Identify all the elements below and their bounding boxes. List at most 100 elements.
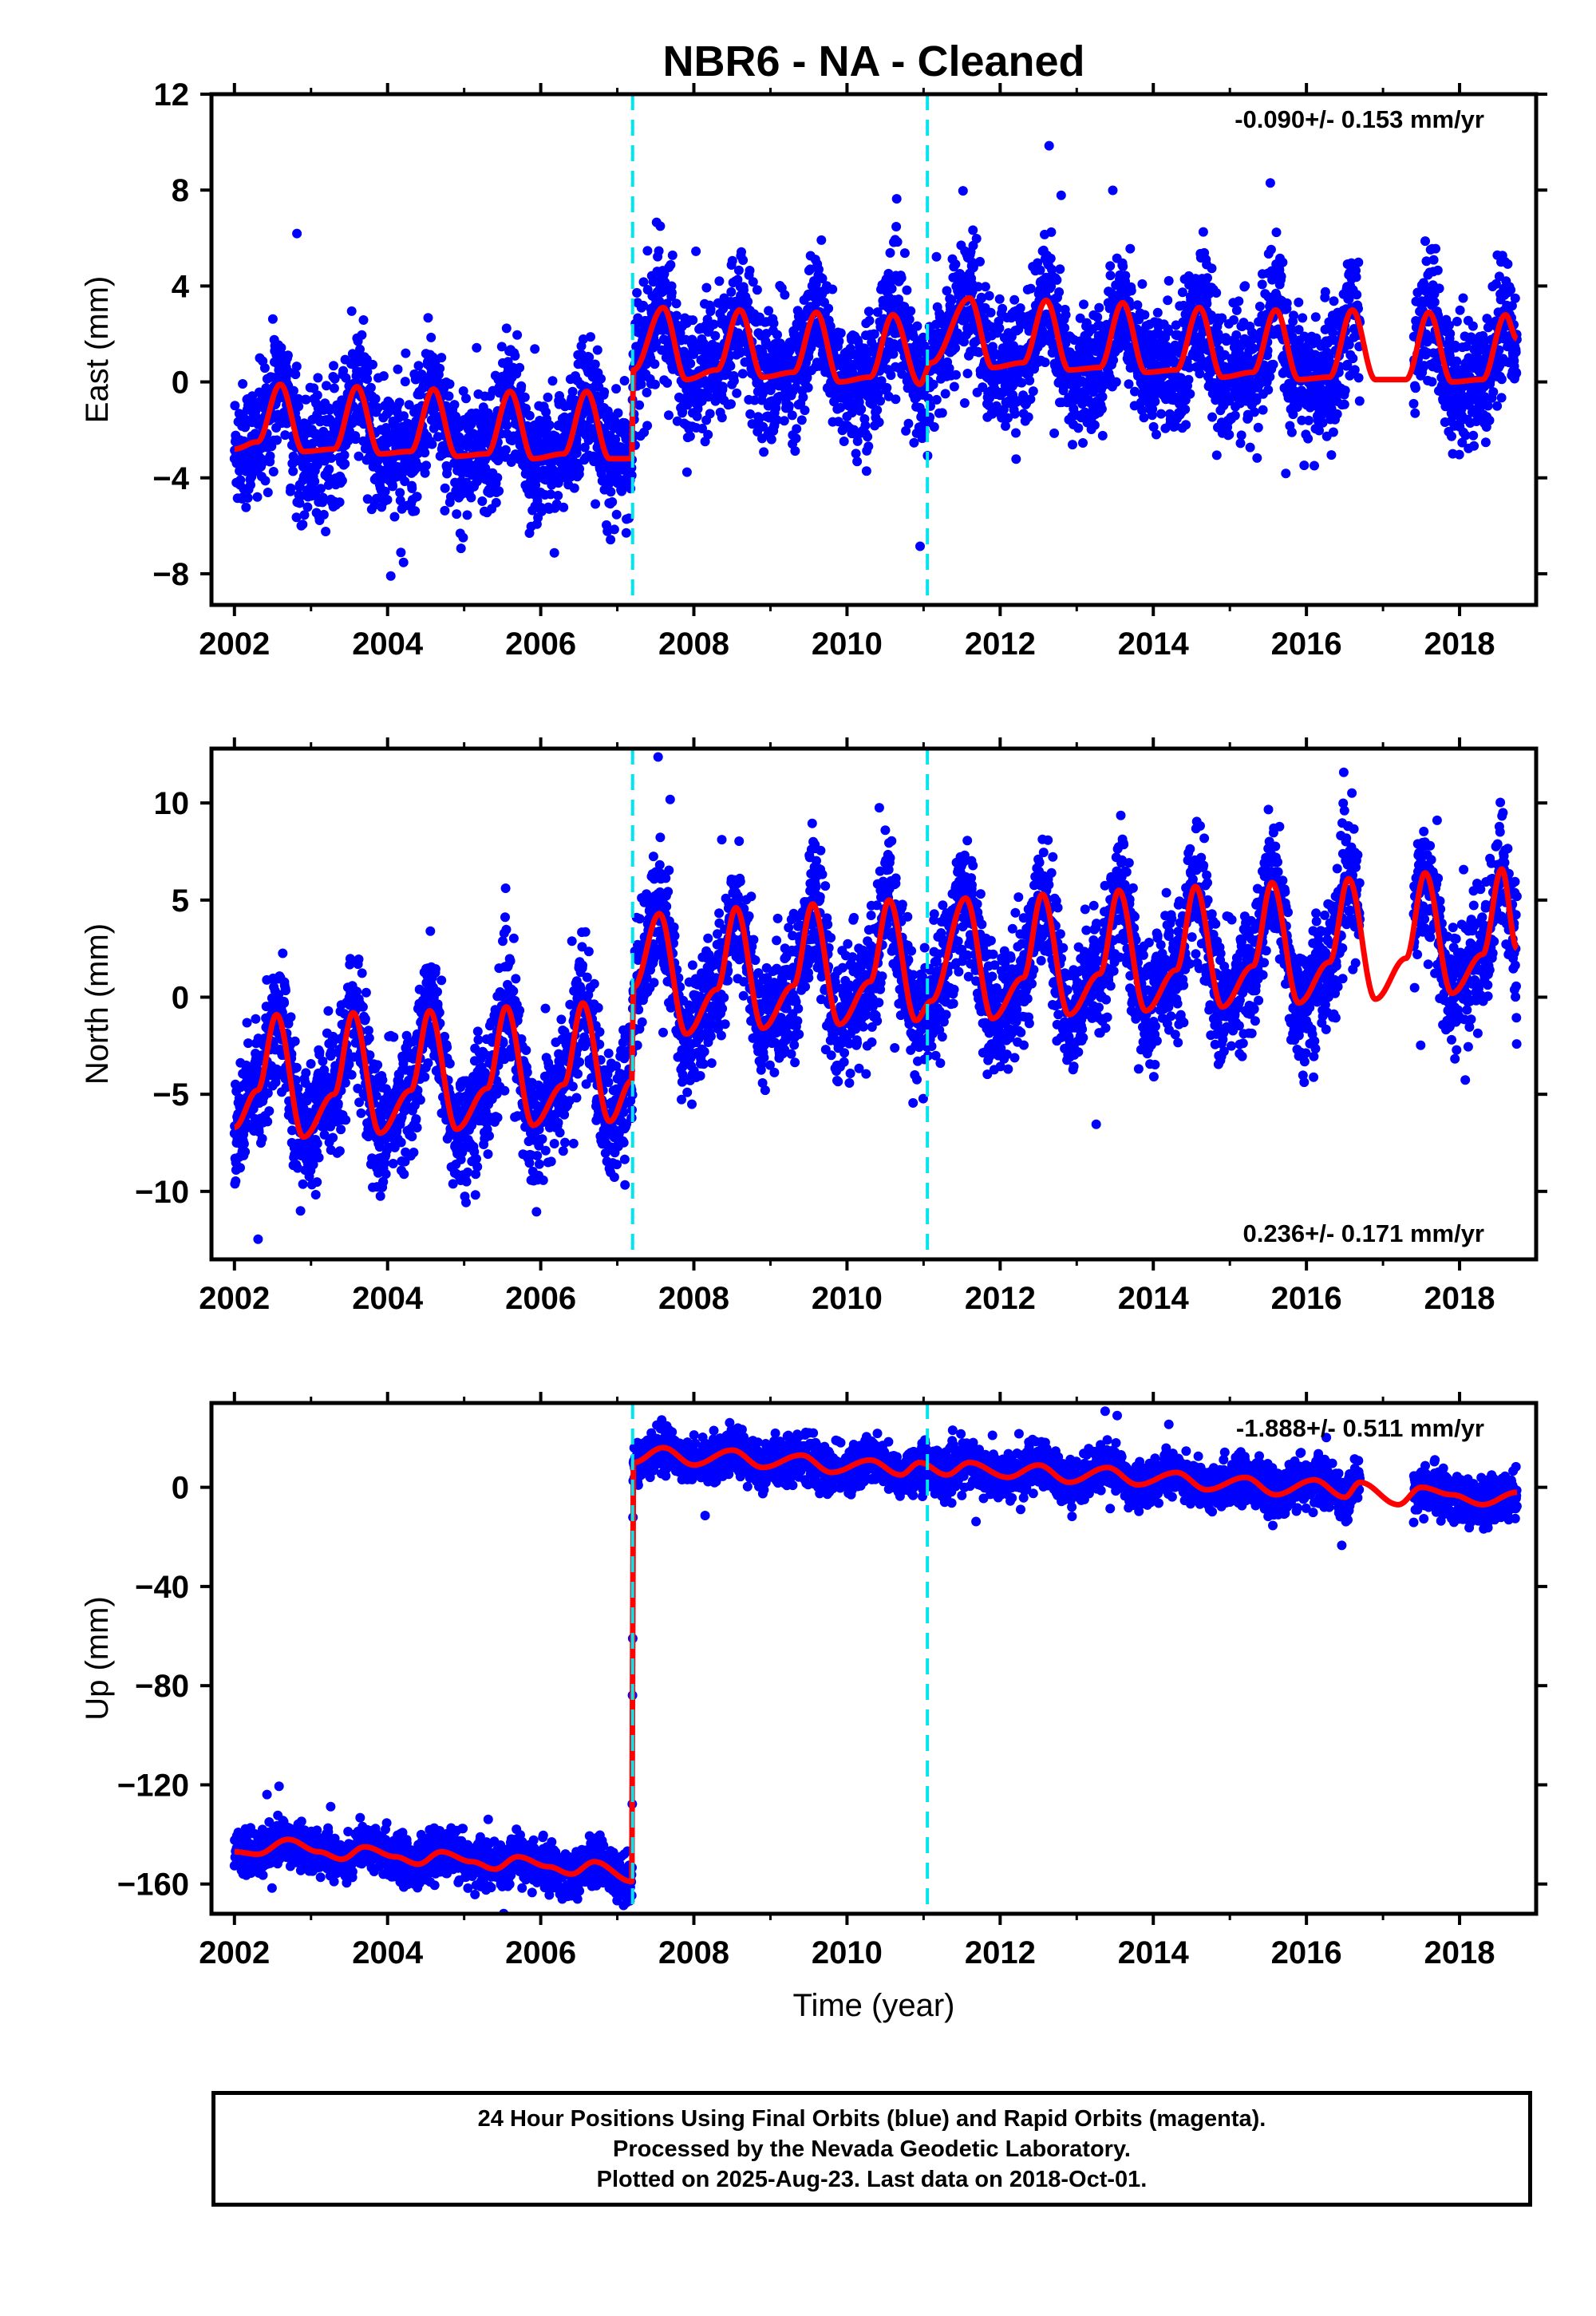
data-point [650,380,660,389]
data-point [1258,279,1267,289]
data-point [444,391,454,401]
data-point [611,384,621,393]
data-point [1079,299,1088,309]
data-point [607,497,617,507]
data-point [1281,468,1290,478]
data-point [1207,413,1217,422]
data-point [1092,313,1102,322]
data-point [492,473,502,483]
data-point [1029,386,1038,396]
data-point [289,386,298,396]
data-point [1060,323,1069,333]
data-point [650,359,659,369]
data-point [726,399,736,409]
data-point [1156,409,1166,419]
data-point [900,248,910,258]
data-point [463,510,472,520]
data-point [610,524,619,534]
data-point [606,487,615,496]
data-point [780,416,789,425]
data-point [1203,273,1212,283]
data-point [359,315,369,325]
data-point [1184,375,1194,385]
data-point [662,378,672,388]
data-point [1090,421,1100,430]
data-point [691,247,701,256]
data-point [1258,405,1268,415]
data-point [1254,423,1263,433]
data-point [266,452,275,461]
data-point [401,349,410,358]
data-point [893,237,903,247]
data-point [1431,244,1440,254]
data-point [790,446,800,456]
data-point [685,359,695,369]
data-point [1452,357,1461,366]
data-point [905,314,915,324]
data-point [1061,310,1071,320]
data-point [891,222,901,231]
data-point [886,370,895,380]
data-point [667,288,677,298]
data-point [477,496,487,506]
data-point [887,284,897,294]
data-point [243,493,253,503]
data-point [1106,271,1116,280]
data-point [253,492,263,502]
data-point [729,376,739,385]
data-point [1266,245,1276,255]
data-point [1311,312,1321,322]
data-point [235,476,245,485]
data-point [634,401,644,410]
data-point [1098,431,1108,441]
data-point [614,409,623,418]
data-point [1108,355,1118,365]
data-point [1224,430,1234,440]
data-point [261,476,271,485]
data-point [654,247,664,256]
data-point [938,408,947,417]
data-point [860,421,870,430]
data-point [1105,261,1115,271]
data-point [682,468,692,477]
data-point [1352,290,1361,299]
data-point [338,476,347,485]
data-point [606,535,615,544]
data-point [1152,430,1161,440]
data-point [904,419,914,429]
data-point [512,330,522,340]
data-point [596,374,606,384]
data-point [642,388,652,397]
data-point [1049,429,1059,438]
data-point [324,464,334,474]
data-point [872,405,882,415]
data-point [767,435,776,445]
data-point [1211,288,1221,298]
data-point [930,422,939,432]
data-point [330,384,339,393]
data-point [1428,377,1437,386]
data-point [1272,227,1282,237]
data-point [960,398,970,408]
data-point [1232,306,1242,315]
data-point [1068,440,1077,449]
data-point [891,394,900,404]
data-point [1112,377,1121,387]
data-point [272,436,282,445]
data-point [1329,428,1338,437]
data-point [932,252,942,262]
data-point [445,379,455,389]
data-point [550,548,559,558]
data-point [864,306,874,316]
data-point [1137,279,1147,289]
data-point [553,491,563,500]
data-point [1303,434,1313,444]
data-point [413,492,422,501]
data-point [882,383,891,393]
data-point [769,318,779,328]
data-point [655,221,665,231]
data-point [1410,409,1420,418]
data-point [985,291,994,301]
data-point [1411,383,1420,393]
data-point [1447,432,1456,441]
